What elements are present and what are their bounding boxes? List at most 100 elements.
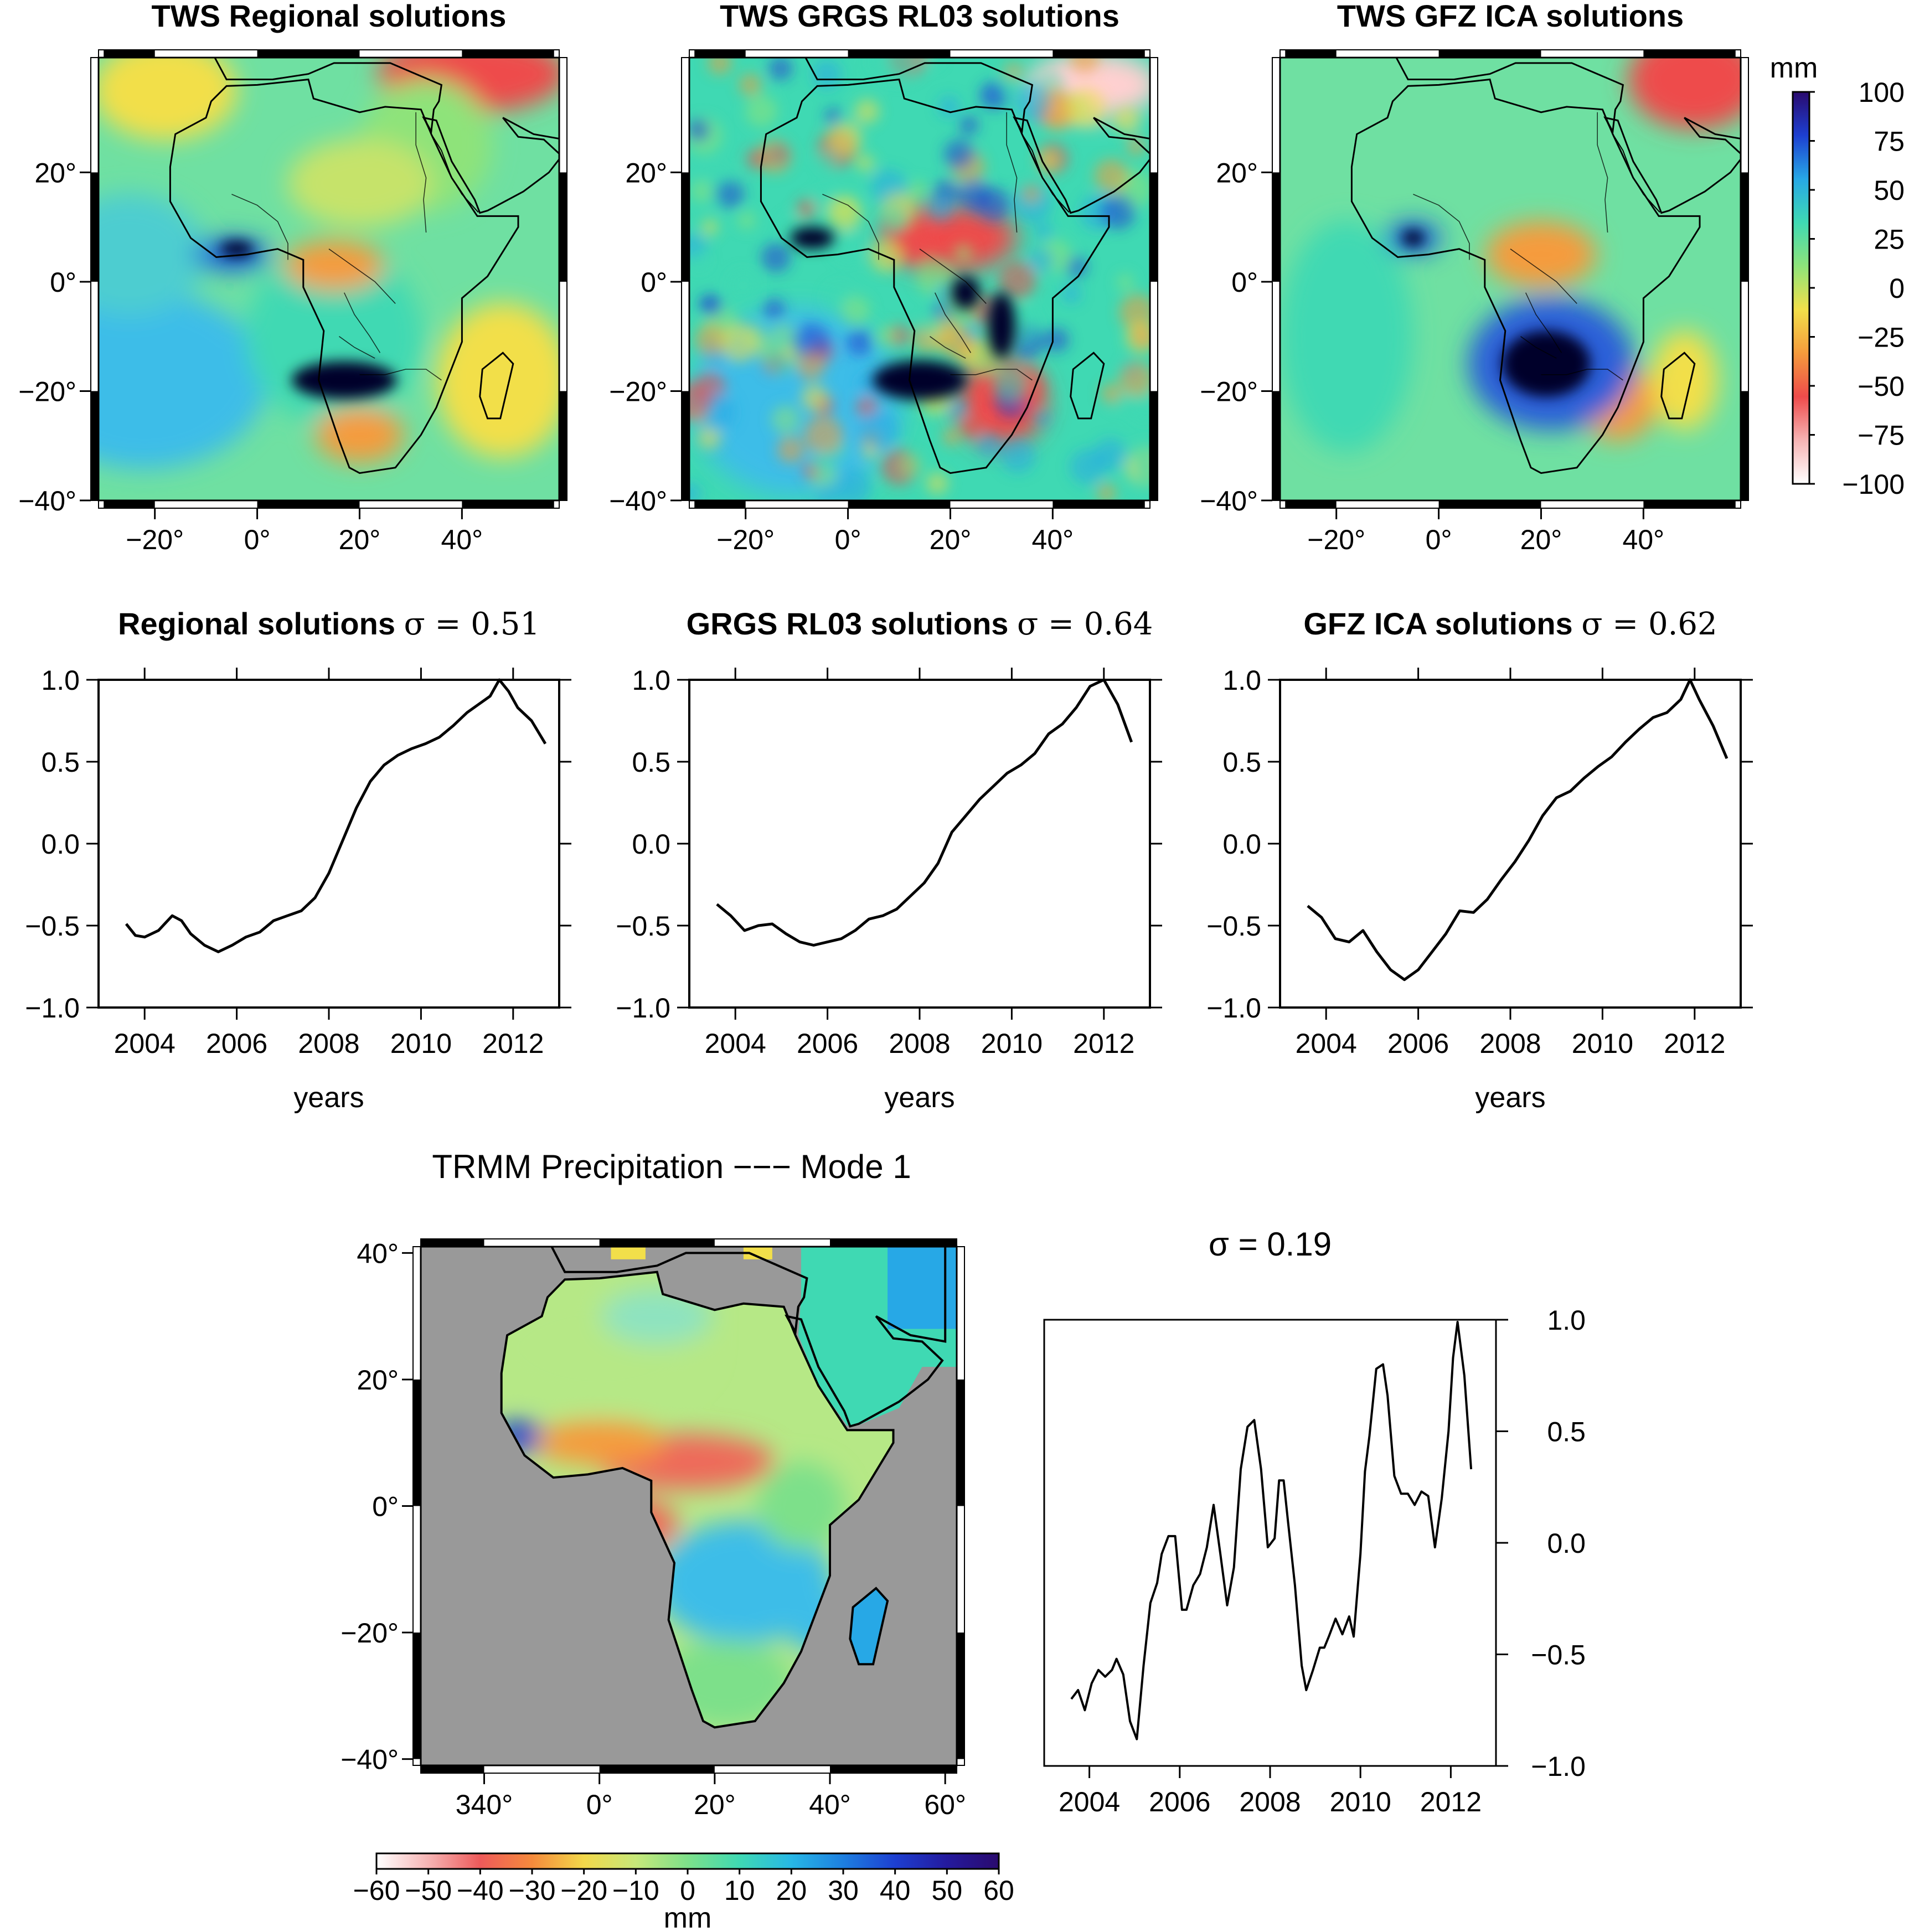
- map-border-block: [559, 172, 567, 282]
- madagascar-coastline: [1070, 352, 1105, 420]
- trmm-blob: [533, 1420, 666, 1465]
- noise-cell: [1044, 328, 1069, 352]
- noise-cell: [938, 96, 960, 118]
- madagascar-coastline: [1660, 352, 1696, 420]
- noise-cell: [796, 199, 817, 219]
- x-tick-label: 2006: [1387, 1028, 1449, 1059]
- lon-tick-label: 20°: [930, 524, 972, 555]
- noise-cell: [854, 99, 880, 124]
- noise-cell: [959, 115, 979, 135]
- map-extreme-field: [1402, 230, 1591, 397]
- x-tick-label: 2004: [1296, 1028, 1357, 1059]
- tws-colorbar-label: 25: [1874, 224, 1905, 255]
- anomaly-blob: [1485, 221, 1597, 288]
- noise-cell: [921, 317, 941, 337]
- eurasia-coastline: [1395, 58, 1741, 214]
- noise-cell: [1097, 483, 1116, 500]
- x-tick-label: 2012: [482, 1028, 544, 1059]
- noise-cell: [827, 195, 862, 231]
- map-border-block: [462, 500, 554, 508]
- noise-cell: [818, 151, 838, 171]
- noise-cell: [857, 154, 874, 172]
- noise-cell: [792, 323, 830, 361]
- lat-tick-label: −40°: [18, 485, 76, 516]
- noise-cell: [755, 339, 776, 360]
- noise-cell: [689, 119, 710, 142]
- trmm-colorbar-label: −40: [457, 1875, 504, 1906]
- map-border-block: [104, 50, 155, 58]
- timeseries-panel-1: 1.0 0.5 0.0 −0.5 −1.0 2004 2006 2008 2010 2012 yea…: [25, 606, 571, 1114]
- noise-cell: [699, 295, 716, 313]
- y-tick-label: −0.5: [616, 911, 670, 942]
- trmm-lon-tick-label: 20°: [694, 1789, 736, 1820]
- map-border-block: [257, 50, 360, 58]
- map-anomaly-field: [99, 58, 559, 469]
- noise-cell: [977, 432, 1002, 458]
- noise-cell: [739, 73, 762, 96]
- trmm-blob: [601, 1288, 713, 1344]
- river-line: [1413, 194, 1470, 260]
- lon-tick-label: 0°: [1426, 524, 1452, 555]
- map-border-block: [1438, 500, 1541, 508]
- noise-cell: [943, 428, 961, 446]
- y-tick-label: −0.5: [1206, 911, 1261, 942]
- noise-cell: [689, 382, 711, 421]
- tws-colorbar-ramp: [1792, 91, 1810, 485]
- trmm-blob: [756, 1461, 845, 1551]
- noise-cell: [1117, 273, 1134, 291]
- extreme-blob: [790, 226, 834, 249]
- noise-cell: [1101, 383, 1121, 404]
- map-border-block: [1052, 50, 1145, 58]
- sigma-label: σ = 0.64: [1017, 606, 1153, 642]
- anomaly-blob: [315, 407, 404, 463]
- timeseries-title-text: Regional solutions: [118, 606, 404, 641]
- lon-tick-label: 20°: [1520, 524, 1562, 555]
- trmm-colorbar-label: 20: [776, 1875, 807, 1906]
- extreme-blob: [291, 361, 397, 399]
- noise-cell: [689, 483, 701, 500]
- eurasia-coastline: [550, 1247, 947, 1428]
- x-tick-label: 2012: [1420, 1786, 1482, 1817]
- lon-tick-label: 0°: [244, 524, 271, 555]
- tws-colorbar-label: 75: [1874, 126, 1905, 157]
- extreme-blob: [987, 292, 1015, 359]
- x-axis-label: years: [884, 1082, 954, 1114]
- map-border-block: [1150, 172, 1158, 282]
- trmm-lon-tick-label: 0°: [586, 1789, 613, 1820]
- x-tick-label: 2010: [981, 1028, 1043, 1059]
- river-line: [328, 249, 396, 304]
- tws-colorbar-label: −100: [1842, 469, 1905, 500]
- anomaly-blob: [1651, 330, 1718, 430]
- y-tick-label: −1.0: [616, 993, 670, 1024]
- red-sea-coastline: [423, 117, 479, 213]
- timeseries-title: σ = 0.19: [1209, 1226, 1332, 1263]
- map-border-block: [1272, 391, 1280, 500]
- noise-cell: [944, 139, 974, 169]
- africa-coastline: [500, 1270, 895, 1729]
- noise-cell: [777, 436, 804, 463]
- noise-cell: [804, 416, 843, 455]
- timeseries-panel-2: 1.0 0.5 0.0 −0.5 −1.0 2004 2006 2008 2010 2012 yea…: [616, 606, 1162, 1114]
- noise-cell: [1029, 247, 1054, 273]
- y-tick-label: 0.0: [1547, 1528, 1586, 1559]
- lon-tick-label: 40°: [441, 524, 483, 555]
- noise-cell: [801, 384, 828, 411]
- y-tick-label: −1.0: [25, 993, 80, 1024]
- noise-cell: [690, 180, 713, 203]
- trmm-border-block: [830, 1239, 957, 1247]
- extreme-blob: [1402, 230, 1425, 246]
- noise-cell: [1125, 321, 1150, 353]
- map-border-block: [1741, 172, 1748, 282]
- noise-cell: [881, 205, 908, 233]
- trmm-border-block: [421, 1239, 484, 1247]
- noise-cell: [1100, 194, 1136, 230]
- noise-cell: [937, 323, 973, 359]
- lon-tick-label: 0°: [835, 524, 861, 555]
- madagascar-coastline: [479, 352, 514, 420]
- noise-cell: [708, 58, 732, 75]
- river-line: [359, 369, 442, 381]
- y-tick-label: 0.5: [1222, 747, 1261, 778]
- lat-tick-label: −20°: [1200, 376, 1258, 407]
- trmm-border-block: [830, 1765, 957, 1773]
- map-title: TWS GRGS RL03 solutions: [720, 0, 1119, 33]
